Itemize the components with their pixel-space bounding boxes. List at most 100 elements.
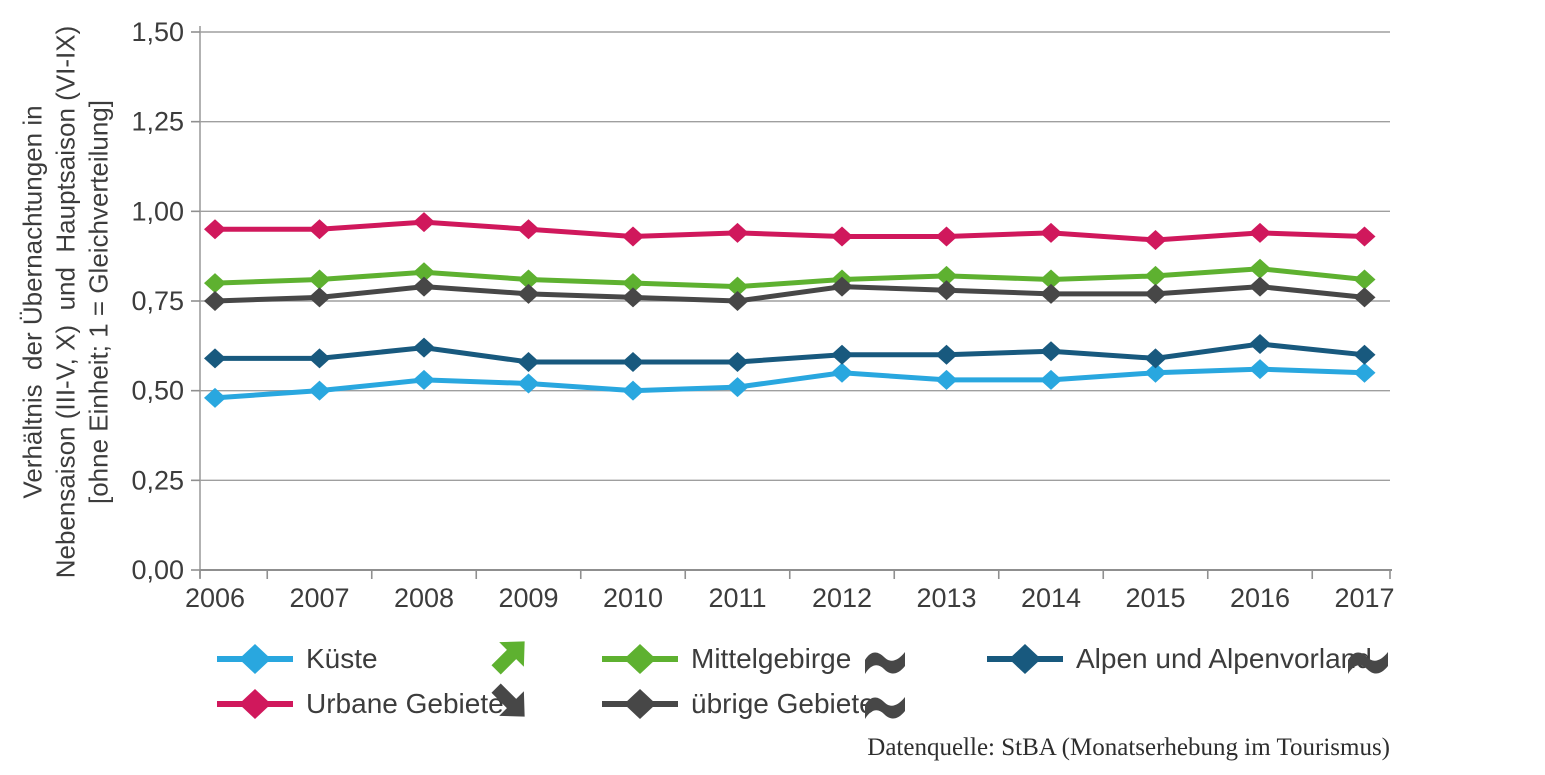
series-line-mittelgebirge [214, 266, 1365, 290]
data-point [308, 269, 331, 290]
data-point [1353, 269, 1376, 290]
series-line-k-ste [214, 366, 1365, 401]
legend-item-uebrige-gebiete: übrige Gebiete [600, 685, 875, 723]
data-point [1249, 222, 1271, 243]
legend-item-urbane-gebiete: Urbane Gebiete [215, 685, 504, 723]
legend-marker-kueste [217, 644, 293, 674]
data-point [308, 219, 331, 240]
x-tick-label: 2006 [185, 583, 245, 613]
legend-label: übrige Gebiete [691, 688, 875, 719]
series-line-urbane-gebiete [215, 219, 1365, 243]
data-point [1249, 258, 1271, 279]
data-point [204, 219, 226, 240]
x-tick-label: 2012 [812, 583, 872, 613]
data-point [1040, 283, 1062, 304]
legend-label: Alpen und Alpenvorland [1076, 643, 1372, 674]
series-line--brige-gebiete [214, 284, 1365, 304]
legend-label: Küste [306, 643, 378, 674]
legend-label: Mittelgebirge [691, 643, 852, 674]
legend-item-kueste: Küste [215, 640, 378, 678]
series-line-alpen-und-alpenvorland [215, 341, 1365, 365]
trend-up-icon [491, 641, 525, 675]
y-tick-label: 1,25 [131, 107, 184, 137]
data-point [935, 369, 958, 390]
data-point [308, 287, 331, 308]
data-point [204, 273, 226, 294]
data-point [1040, 369, 1062, 390]
legend-item-mittelgebirge: Mittelgebirge [600, 640, 851, 678]
data-point [1249, 359, 1271, 380]
data-point [622, 226, 644, 247]
data-point [517, 219, 540, 240]
data-point [1040, 269, 1062, 290]
data-point [831, 226, 853, 247]
data-point [726, 291, 749, 311]
data-source: Datenquelle: StBA (Monatserhebung im Tou… [867, 734, 1390, 761]
data-point [1040, 341, 1062, 362]
x-tick-label: 2014 [1021, 583, 1081, 613]
data-point [726, 276, 749, 297]
y-tick-label: 0,50 [131, 376, 184, 406]
data-point [204, 348, 226, 369]
x-tick-label: 2007 [289, 583, 349, 613]
data-point [1353, 344, 1376, 365]
data-point [204, 291, 226, 311]
data-point [1144, 230, 1167, 251]
no-trend-icon [1348, 652, 1388, 674]
data-point [1353, 287, 1376, 308]
data-point [517, 373, 540, 394]
data-point [1040, 222, 1062, 243]
data-point [935, 265, 958, 286]
data-point [1353, 362, 1376, 383]
data-point [831, 276, 853, 297]
data-point [413, 337, 435, 358]
legend-item-alpen: Alpen und Alpenvorland [985, 640, 1372, 678]
data-point [413, 276, 435, 297]
y-tick-label: 0,25 [131, 465, 184, 495]
x-tick-label: 2015 [1125, 583, 1185, 613]
data-point [935, 344, 958, 365]
data-point [726, 377, 749, 398]
data-point [204, 387, 226, 408]
data-point [1353, 226, 1376, 247]
data-point [308, 380, 331, 401]
data-point [831, 362, 853, 383]
x-tick-label: 2017 [1334, 583, 1394, 613]
data-point [517, 269, 540, 290]
data-point [413, 212, 435, 233]
y-tick-label: 0,75 [131, 286, 184, 316]
data-point [517, 283, 540, 304]
data-point [622, 351, 644, 372]
legend-marker-alpen [987, 644, 1063, 674]
line-chart-plot: 0,00 0,25 0,50 0,75 1,00 1,25 1,50 2006 2007 2008… [131, 17, 1394, 613]
x-tick-label: 2016 [1230, 583, 1290, 613]
data-point [1249, 276, 1271, 297]
legend-marker-uebrige-gebiete [602, 689, 678, 719]
data-point [308, 348, 331, 369]
x-tick-label: 2008 [394, 583, 454, 613]
data-point [1144, 265, 1167, 286]
data-point [1144, 362, 1167, 383]
data-point [831, 344, 853, 365]
data-point [622, 287, 644, 308]
legend-marker-mittelgebirge [602, 644, 678, 674]
data-point [1144, 283, 1167, 304]
y-tick-label: 0,00 [131, 555, 184, 585]
no-trend-icon [865, 652, 905, 674]
data-point [935, 226, 958, 247]
data-point [935, 280, 958, 301]
data-point [413, 262, 435, 283]
data-point [622, 273, 644, 294]
legend-marker-urbane-gebiete [217, 689, 293, 719]
data-point [726, 222, 749, 243]
data-point [517, 351, 540, 372]
x-tick-label: 2011 [708, 583, 766, 613]
data-point [726, 351, 749, 372]
data-point [413, 369, 435, 390]
y-tick-label: 1,00 [131, 196, 184, 226]
data-point [622, 380, 644, 401]
data-point [1249, 334, 1271, 355]
x-tick-label: 2010 [603, 583, 663, 613]
legend-label: Urbane Gebiete [306, 688, 504, 719]
